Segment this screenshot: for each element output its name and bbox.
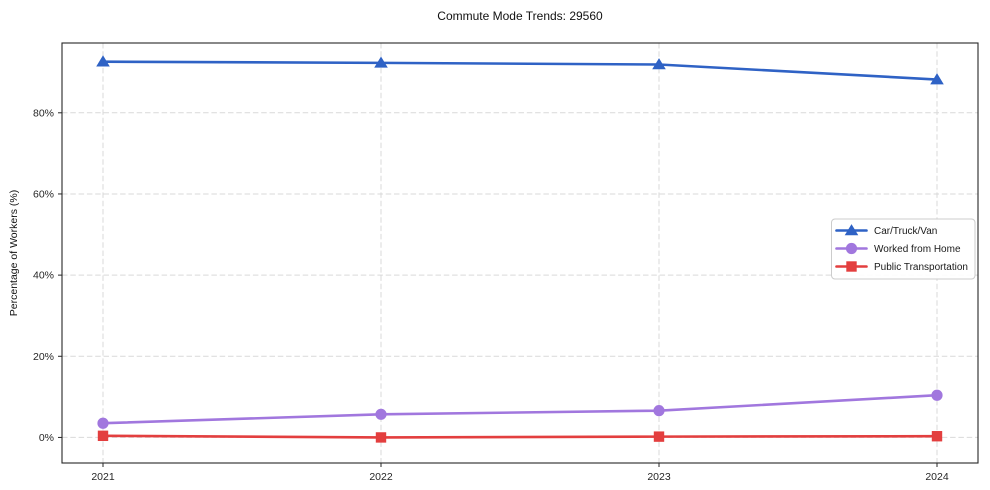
legend-entry-car-truck-van: Car/Truck/Van — [835, 224, 937, 237]
legend-entry-worked-from-home: Worked from Home — [835, 242, 961, 255]
y-tick-label: 60% — [33, 189, 54, 201]
axis-tick-labels: 0% 20% 40% 60% 80% 2021 2022 2023 2024 — [33, 107, 949, 483]
axis-ticks — [58, 112, 938, 467]
legend: Car/Truck/Van Worked from Home Public Tran… — [831, 218, 976, 280]
y-tick-label: 0% — [39, 432, 54, 444]
series-worked-from-home — [97, 389, 943, 429]
legend-entry-public-transportation: Public Transportation — [835, 261, 968, 273]
x-tick-label: 2021 — [91, 471, 115, 483]
plot-border — [61, 42, 979, 464]
legend-label: Public Transportation — [874, 262, 968, 273]
y-tick-label: 20% — [33, 351, 54, 363]
legend-label: Car/Truck/Van — [874, 226, 937, 237]
y-tick-label: 40% — [33, 270, 54, 282]
legend-box — [831, 218, 976, 280]
series-public-transportation — [97, 430, 943, 443]
x-tick-label: 2022 — [369, 471, 393, 483]
series-car-truck-van — [96, 55, 944, 85]
x-tick-label: 2024 — [925, 471, 949, 483]
x-tick-label: 2023 — [647, 471, 671, 483]
y-tick-label: 80% — [33, 107, 54, 119]
chart-title: Commute Mode Trends: 29560 — [437, 9, 603, 23]
legend-label: Worked from Home — [874, 244, 961, 255]
